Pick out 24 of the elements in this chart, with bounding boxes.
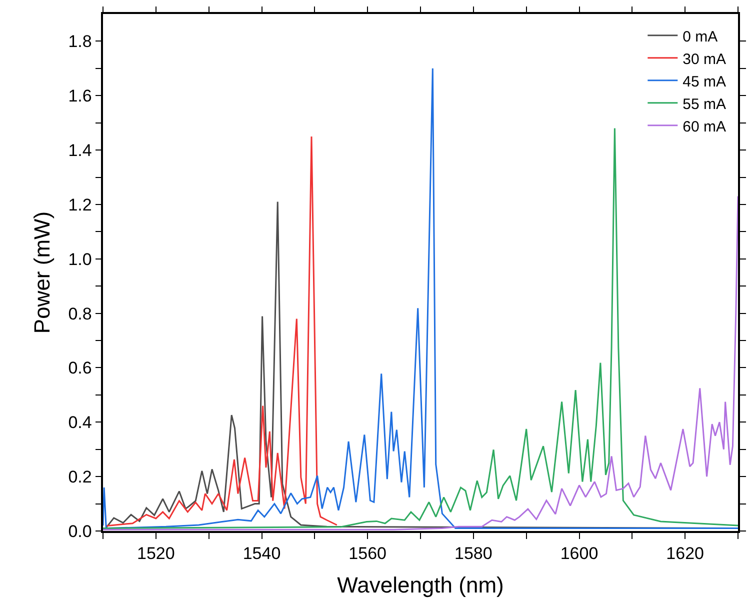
y-tick-label: 0.6 xyxy=(68,358,92,378)
x-tick-label: 1540 xyxy=(242,544,281,564)
x-axis-title: Wavelength (nm) xyxy=(337,572,504,598)
line-series xyxy=(105,136,338,527)
y-tick-label: 0.2 xyxy=(68,468,92,487)
y-tick-label: 0.0 xyxy=(68,522,92,541)
x-tick-label: 1520 xyxy=(137,544,175,564)
x-tick-label: 1580 xyxy=(454,544,492,564)
y-tick-label: 1.4 xyxy=(68,141,92,160)
y-tick-label: 0.8 xyxy=(68,304,92,324)
x-tick-label: 1560 xyxy=(348,544,386,564)
legend-label: 45 mA xyxy=(682,73,726,90)
y-axis-title: Power (mW) xyxy=(30,211,55,334)
legend-label: 0 mA xyxy=(682,28,718,46)
x-tick-label: 1600 xyxy=(560,544,598,564)
legend-label: 60 mA xyxy=(682,118,726,136)
y-tick-label: 0.4 xyxy=(68,413,92,432)
legend-label: 55 mA xyxy=(682,96,726,113)
x-tick-label: 1620 xyxy=(666,544,704,564)
y-tick-label: 1.6 xyxy=(68,86,92,106)
legend-label: 30 mA xyxy=(682,50,726,68)
y-tick-label: 1.0 xyxy=(68,250,92,269)
y-tick-label: 1.2 xyxy=(68,195,92,214)
y-tick-label: 1.8 xyxy=(68,32,92,52)
